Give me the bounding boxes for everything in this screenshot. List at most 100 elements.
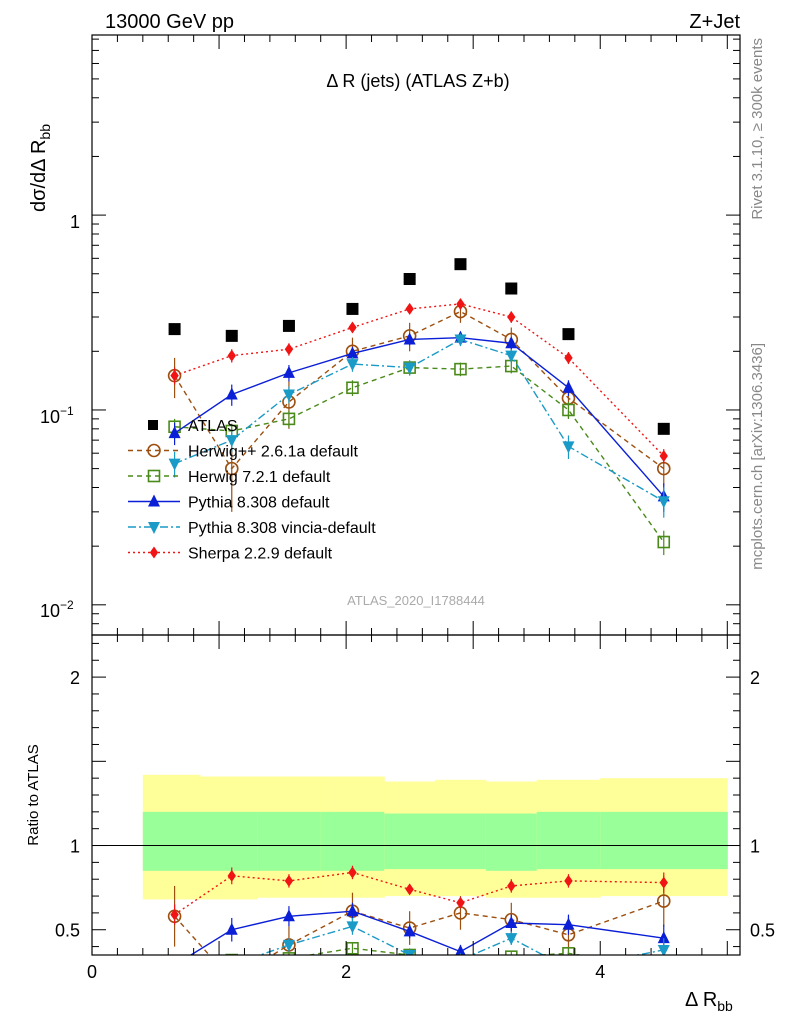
ratio-point-herwig-7-2-1-default xyxy=(658,963,669,974)
ratio-point-pythia-8-308-vincia-default xyxy=(657,944,670,955)
ratio-point-herwig-2-6-1a-default xyxy=(226,974,238,986)
main-point-sherpa-2-2-9-default xyxy=(507,310,516,323)
main-point-atlas xyxy=(225,329,238,342)
ratio-ytick-label-right: 0.5 xyxy=(750,921,775,941)
rivet-label: Rivet 3.1.10, ≥ 300k events xyxy=(749,38,766,220)
header-energy: 13000 GeV pp xyxy=(105,11,234,33)
main-point-sherpa-2-2-9-default xyxy=(348,321,357,334)
legend-label-pythia-8-308-vincia-default: Pythia 8.308 vincia-default xyxy=(188,520,376,537)
main-point-pythia-8-308-vincia-default xyxy=(657,496,670,509)
main-point-pythia-8-308-default xyxy=(505,336,518,349)
legend-marker-atlas xyxy=(148,420,158,430)
ytick-label-0.1: 10−1 xyxy=(40,404,74,427)
ratio-point-herwig-7-2-1-default xyxy=(282,952,296,955)
ratio-point-pythia-8-308-vincia-default xyxy=(562,963,574,975)
stat-uncertainty-band xyxy=(600,811,728,870)
stat-uncertainty-band xyxy=(384,813,436,870)
legend-marker-herwig-7-2-1-default xyxy=(147,469,161,483)
main-point-pythia-8-308-vincia-default xyxy=(454,334,467,347)
xtick-label: 4 xyxy=(595,962,605,982)
legend-marker-herwig-2-6-1a-default xyxy=(147,443,161,458)
main-point-sherpa-2-2-9-default xyxy=(405,302,414,315)
ratio-line-pythia-8-308-vincia-default xyxy=(258,925,664,955)
main-point-pythia-8-308-vincia-default xyxy=(505,350,518,363)
ratio-point-pythia-8-308-vincia-default xyxy=(346,921,359,934)
main-point-herwig-7-2-1-default xyxy=(346,381,359,395)
stat-uncertainty-band xyxy=(435,813,487,870)
main-point-pythia-8-308-vincia-default xyxy=(282,389,295,402)
legend-marker-pythia-8-308-vincia-default xyxy=(148,522,160,534)
ratio-line-herwig-7-2-1-default xyxy=(305,947,584,955)
main-point-pythia-8-308-default xyxy=(225,387,238,400)
analysis-watermark: ATLAS_2020_I1788444 xyxy=(347,593,485,608)
ratio-point-pythia-8-308-default xyxy=(455,944,466,955)
legend-label-sherpa-2-2-9-default: Sherpa 2.2.9 default xyxy=(188,546,333,563)
main-point-herwig-7-2-1-default xyxy=(657,535,671,549)
main-point-pythia-8-308-default xyxy=(403,332,416,345)
ratio-point-pythia-8-308-default xyxy=(505,916,518,928)
main-point-atlas xyxy=(403,272,416,285)
ratio-point-sherpa-2-2-9-default xyxy=(659,876,668,889)
main-point-sherpa-2-2-9-default xyxy=(170,369,179,382)
ratio-point-sherpa-2-2-9-default xyxy=(456,896,465,909)
ytick-label-0.01: 10−2 xyxy=(40,598,74,621)
ratio-ytick-label-right: 2 xyxy=(750,668,760,688)
ratio-point-pythia-8-308-vincia-default xyxy=(505,933,518,946)
main-point-atlas xyxy=(657,422,670,435)
ratio-point-sherpa-2-2-9-default xyxy=(405,883,414,896)
ratio-point-pythia-8-308-default xyxy=(403,924,416,937)
ratio-line-pythia-8-308-default xyxy=(189,910,664,955)
ratio-point-herwig-7-2-1-default xyxy=(346,941,359,955)
ratio-point-herwig-2-6-1a-default xyxy=(656,894,671,908)
main-point-pythia-8-308-default xyxy=(282,365,295,378)
stat-uncertainty-band xyxy=(320,811,385,871)
legend-label-herwig-7-2-1-default: Herwig 7.2.1 default xyxy=(188,469,331,486)
chart-title: Δ R (jets) (ATLAS Z+b) xyxy=(326,71,509,91)
main-point-atlas xyxy=(562,328,575,341)
ratio-ytick-label-left: 1 xyxy=(70,837,80,857)
legend-label-herwig-2-6-1a-default: Herwig++ 2.6.1a default xyxy=(188,444,358,461)
ratio-line-herwig-2-6-1a-default xyxy=(174,900,664,955)
ratio-point-pythia-8-308-default xyxy=(346,904,359,917)
ratio-point-pythia-8-308-default xyxy=(169,958,181,970)
main-line-sherpa-2-2-9-default xyxy=(174,303,665,457)
main-point-atlas xyxy=(454,258,467,271)
main-point-herwig-7-2-1-default xyxy=(454,362,467,376)
stat-uncertainty-band xyxy=(142,811,201,871)
legend-label-atlas: ATLAS xyxy=(188,418,238,435)
main-point-pythia-8-308-vincia-default xyxy=(562,441,575,454)
ratio-point-sherpa-2-2-9-default xyxy=(348,866,357,879)
ratio-point-pythia-8-308-vincia-default xyxy=(403,950,416,955)
main-point-herwig-2-6-1a-default xyxy=(224,461,239,476)
stat-uncertainty-band xyxy=(536,811,601,870)
ratio-point-pythia-8-308-default xyxy=(562,917,575,930)
ratio-point-herwig-7-2-1-default xyxy=(504,950,518,955)
ratio-point-herwig-7-2-1-default xyxy=(169,956,180,967)
main-point-sherpa-2-2-9-default xyxy=(659,450,668,463)
main-point-pythia-8-308-vincia-default xyxy=(168,458,181,471)
main-point-sherpa-2-2-9-default xyxy=(564,351,573,364)
main-point-atlas xyxy=(346,302,359,315)
mcplots-label: mcplots.cern.ch [arXiv:1306.3436] xyxy=(749,343,766,570)
main-point-atlas xyxy=(282,319,295,332)
main-point-sherpa-2-2-9-default xyxy=(227,349,236,362)
legend-marker-pythia-8-308-default xyxy=(148,494,160,507)
stat-uncertainty-band xyxy=(200,811,258,871)
ratio-point-sherpa-2-2-9-default xyxy=(170,908,179,921)
legend-marker-sherpa-2-2-9-default xyxy=(149,546,159,559)
ratio-point-herwig-7-2-1-default xyxy=(562,947,575,955)
ratio-point-sherpa-2-2-9-default xyxy=(227,869,236,882)
main-point-atlas xyxy=(168,323,181,336)
main-point-pythia-8-308-default xyxy=(346,346,359,359)
ratio-point-pythia-8-308-vincia-default xyxy=(226,960,238,972)
stat-uncertainty-band xyxy=(485,813,538,871)
main-point-pythia-8-308-vincia-default xyxy=(225,435,238,448)
main-ylabel: dσ/dΔ Rbb xyxy=(28,124,53,212)
ratio-xlabel: Δ Rbb xyxy=(685,989,733,1014)
ratio-point-herwig-7-2-1-default xyxy=(455,960,466,971)
ratio-frame xyxy=(91,634,741,956)
ratio-point-sherpa-2-2-9-default xyxy=(507,879,516,892)
main-point-pythia-8-308-default xyxy=(168,426,181,439)
ratio-point-herwig-7-2-1-default xyxy=(225,953,239,955)
